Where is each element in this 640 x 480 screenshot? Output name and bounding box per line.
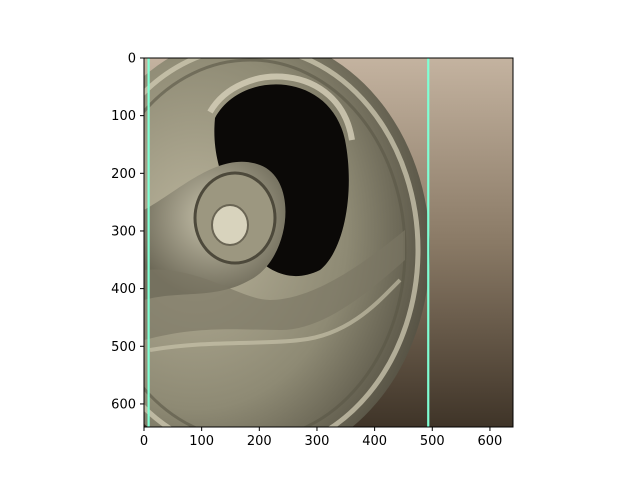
y-tick-label: 600 xyxy=(111,397,136,412)
can-rim xyxy=(144,58,421,427)
x-tick-label: 200 xyxy=(247,434,272,449)
x-tick-label: 600 xyxy=(478,434,503,449)
x-tick-label: 300 xyxy=(305,434,330,449)
y-tick-label: 100 xyxy=(111,109,136,124)
y-tick-label: 400 xyxy=(111,282,136,297)
x-tick-label: 500 xyxy=(420,434,445,449)
x-tick-label: 100 xyxy=(189,434,214,449)
y-tick-label: 500 xyxy=(111,340,136,355)
x-axis: 0 100 200 300 400 500 600 xyxy=(140,427,502,449)
axes-frame xyxy=(143,57,514,428)
x-tick-label: 0 xyxy=(140,434,148,449)
y-tick-label: 0 xyxy=(128,52,136,67)
x-tick-label: 400 xyxy=(362,434,387,449)
y-axis: 0 100 200 300 400 500 600 xyxy=(111,52,144,412)
y-tick-label: 200 xyxy=(111,167,136,182)
photo xyxy=(144,58,513,427)
y-tick-label: 300 xyxy=(111,224,136,239)
